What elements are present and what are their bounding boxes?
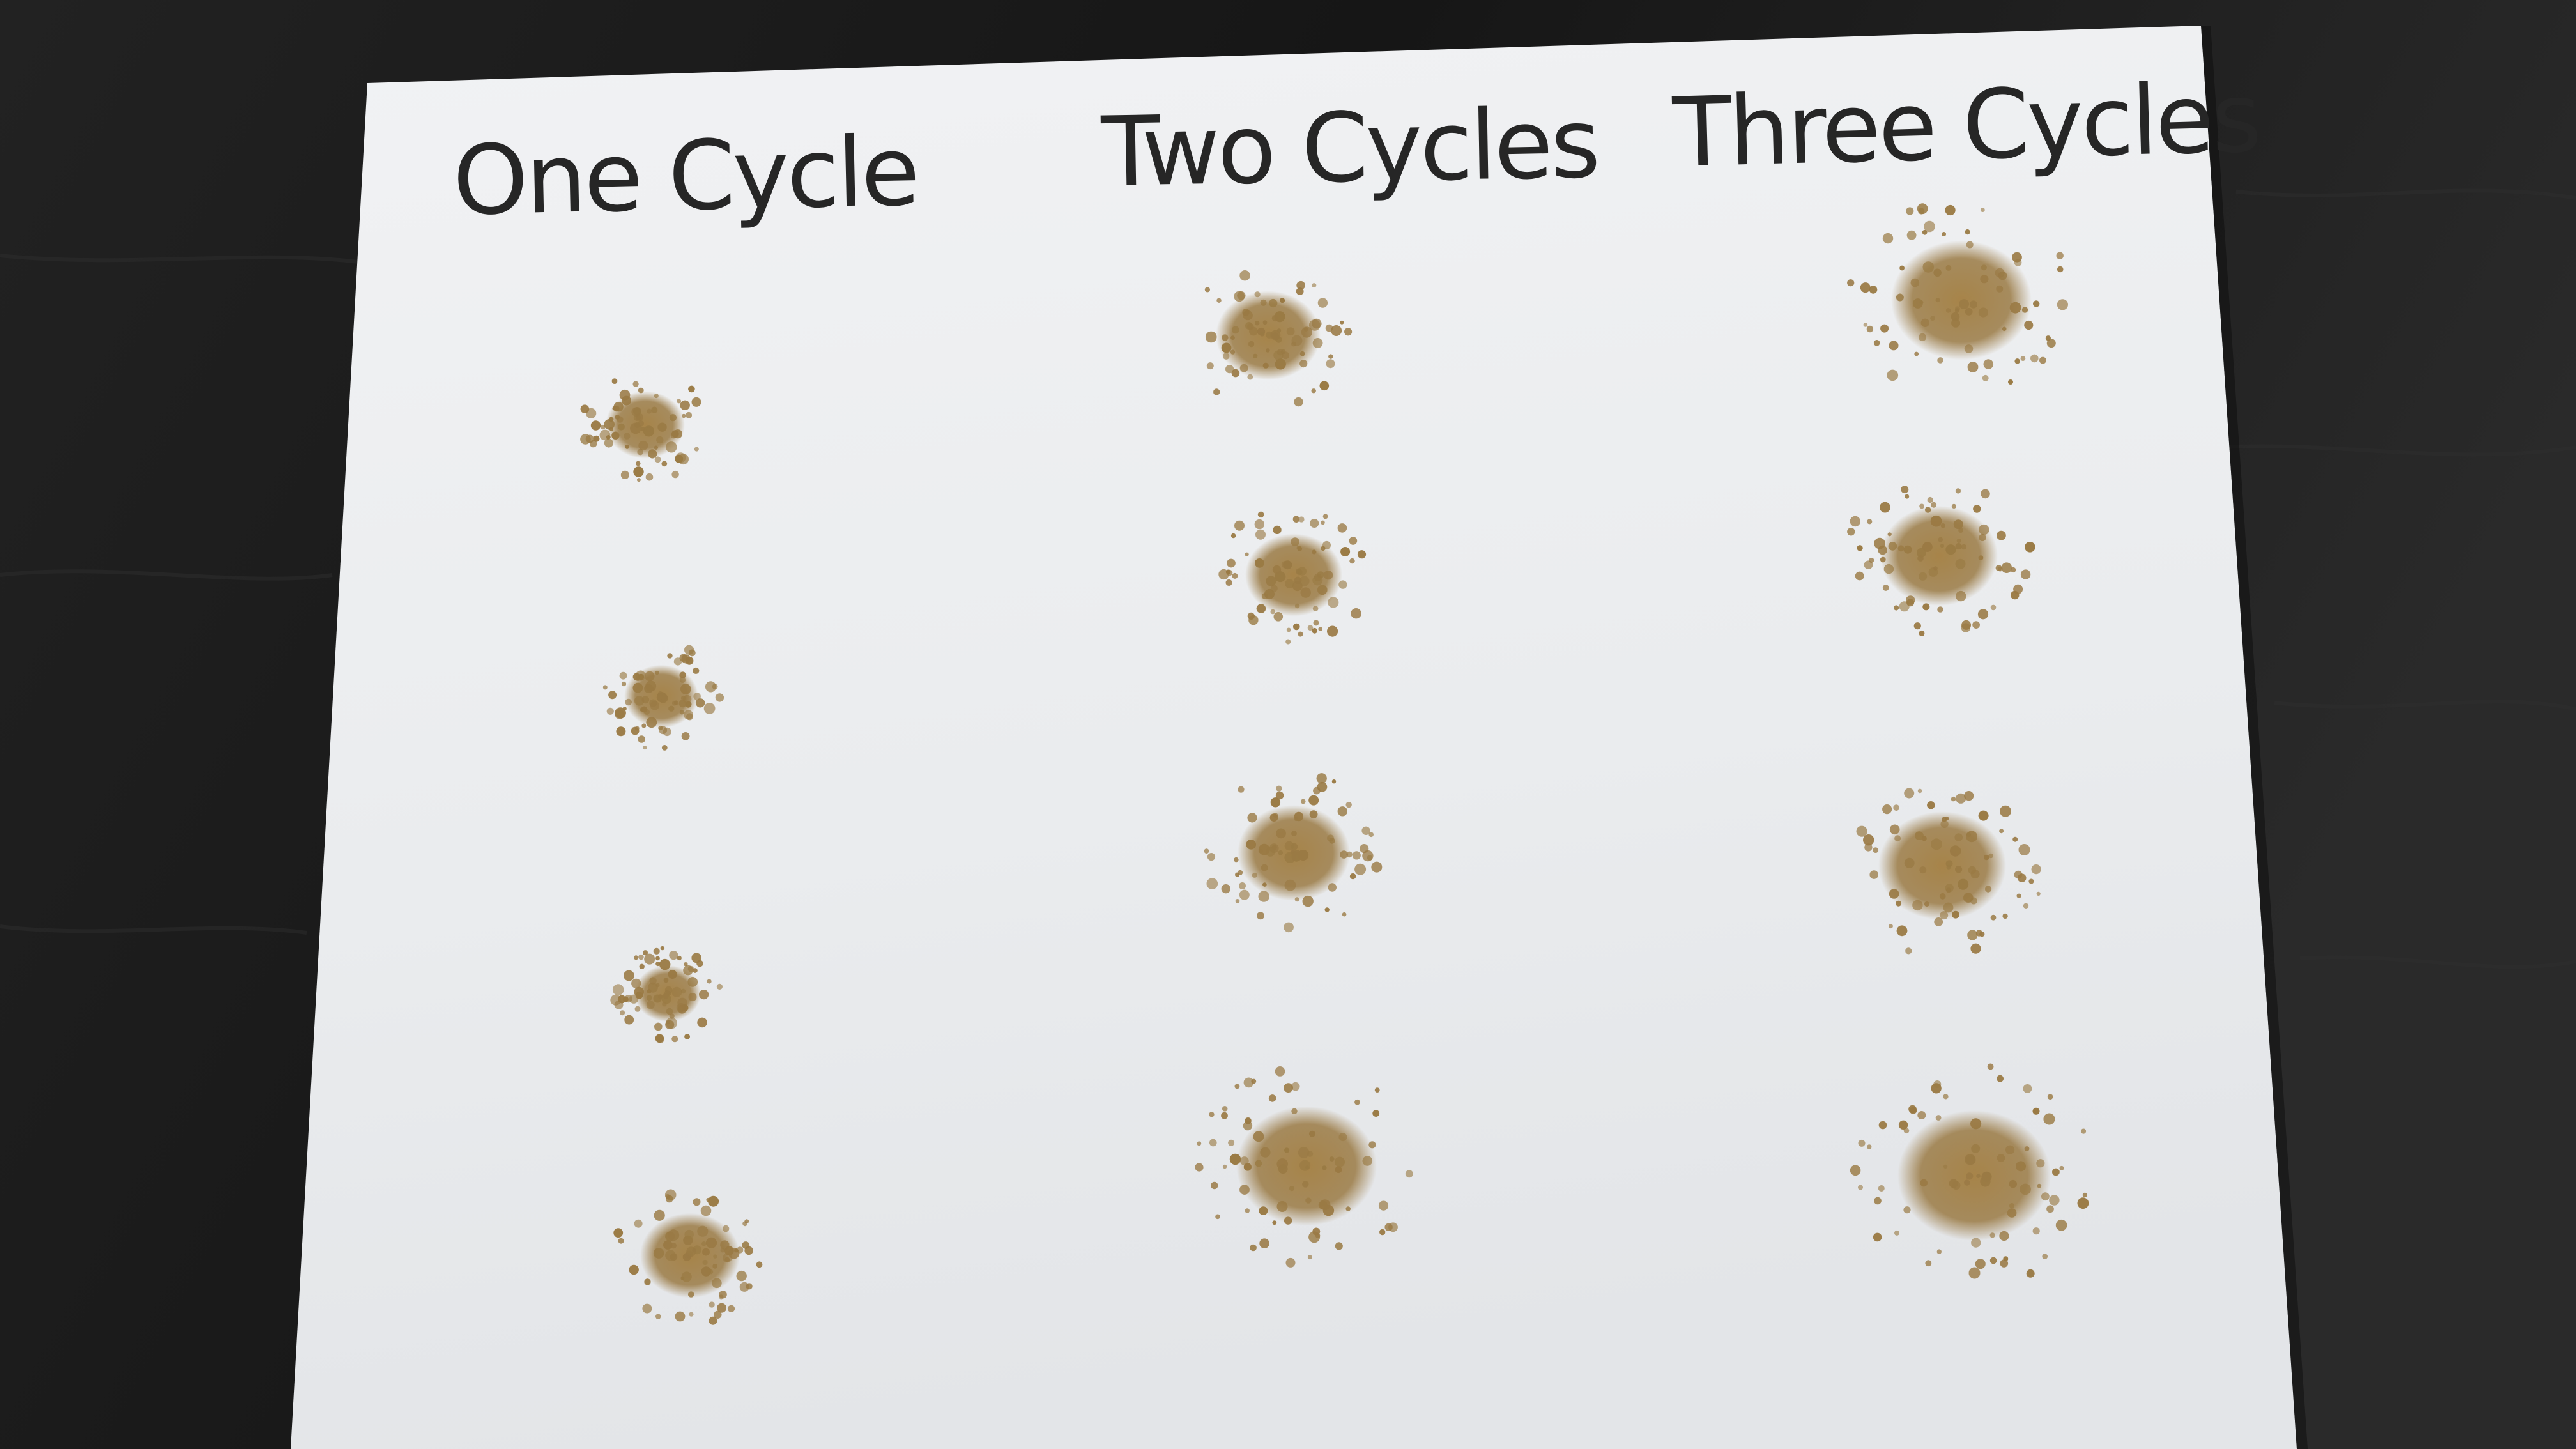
powder-pile	[1204, 270, 1353, 407]
paper-shadow	[2201, 26, 2308, 1449]
powder-pile	[1856, 788, 2041, 954]
label-one-cycle: One Cycle	[452, 116, 919, 237]
powder-pile	[613, 1189, 763, 1325]
powder-pile	[1195, 1066, 1413, 1268]
powder-pile	[580, 378, 702, 482]
label-three-cycles: Three Cycles	[1671, 63, 2260, 189]
powder-pile	[1204, 773, 1383, 933]
wood-grain	[0, 188, 2576, 969]
paper-sheet	[291, 26, 2297, 1449]
powder-pile	[1847, 203, 2068, 385]
powder-piles	[580, 203, 2089, 1325]
powder-pile	[602, 645, 724, 751]
powder-pile	[1218, 511, 1367, 645]
powder-pile	[610, 946, 723, 1043]
powder-pile	[1847, 486, 2035, 636]
powder-pile	[1850, 1063, 2089, 1279]
label-two-cycles: Two Cycles	[1100, 88, 1599, 208]
